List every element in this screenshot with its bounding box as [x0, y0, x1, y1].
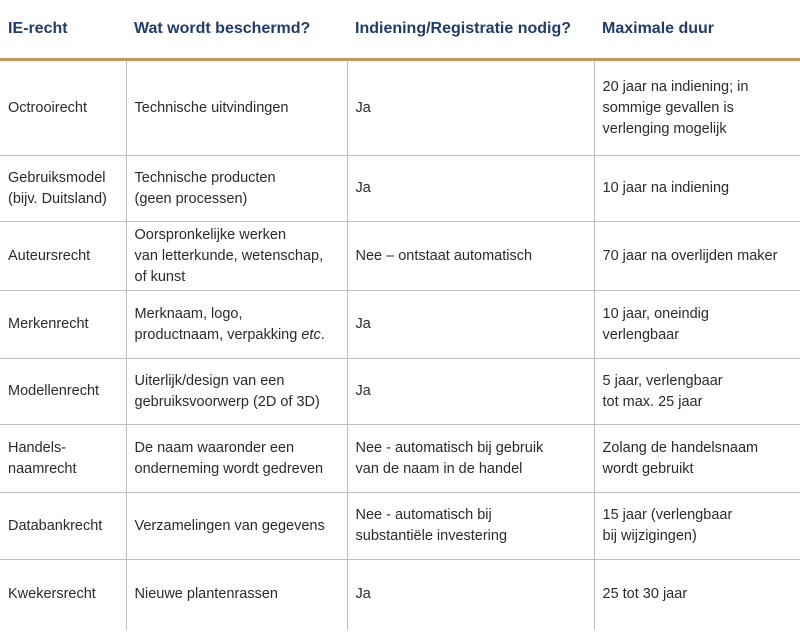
cell-line: Ja: [355, 316, 371, 332]
header-maximale-duur: Maximale duur: [594, 0, 800, 61]
cell-registratie: Ja: [346, 59, 594, 156]
cell-line: Octrooirecht: [8, 99, 87, 116]
cell-duur: 20 jaar na indiening; in sommige gevalle…: [593, 59, 800, 156]
cell-registratie: Ja: [346, 155, 594, 222]
cell-line: Gebruiksmodel: [8, 169, 106, 186]
cell-line: Auteursrecht: [8, 247, 91, 264]
cell-beschermd: Nieuwe plantenrassen: [125, 559, 347, 630]
cell-line: Modellenrecht: [8, 383, 100, 399]
cell-registratie: Ja: [346, 358, 594, 425]
cell-beschermd: Technische producten (geen processen): [125, 155, 347, 222]
cell-line: onderneming wordt gedreven: [134, 460, 324, 477]
table-row: Gebruiksmodel (bijv. Duitsland) Technisc…: [0, 155, 800, 222]
cell-line: Nee – ontstaat automatisch: [355, 247, 533, 264]
cell-line: van de naam in de handel: [355, 460, 523, 477]
cell-line: verlengbaar: [602, 326, 680, 343]
cell-beschermd: Technische uitvindingen: [125, 59, 347, 156]
cell-line: van letterkunde, wetenschap,: [134, 247, 324, 264]
cell-line: Ja: [355, 180, 371, 196]
cell-line: Ja: [355, 99, 371, 116]
cell-line: naamrecht: [8, 460, 77, 477]
cell-registratie: Ja: [346, 559, 594, 630]
cell-duur: Zolang de handelsnaam wordt gebruikt: [593, 424, 800, 493]
cell-line: Merknaam, logo,: [134, 305, 243, 322]
table-row: Kwekersrecht Nieuwe plantenrassen Ja 25 …: [0, 559, 800, 630]
cell-line: 70 jaar na overlijden maker: [602, 247, 778, 264]
cell-line: productnaam, verpakking etc.: [135, 325, 343, 346]
cell-registratie: Nee - automatisch bij gebruik van de naa…: [346, 424, 594, 493]
cell-line: Handels-: [8, 439, 67, 456]
cell-recht: Databankrecht: [0, 492, 126, 560]
cell-registratie: Nee - automatisch bij substantiële inves…: [346, 492, 594, 560]
cell-line: Zolang de handelsnaam: [602, 439, 759, 456]
cell-line: gebruiksvoorwerp (2D of 3D): [134, 393, 320, 410]
cell-duur: 10 jaar, oneindig verlengbaar: [593, 290, 800, 359]
header-wat-beschermd: Wat wordt beschermd?: [126, 0, 347, 61]
header-registratie: Indiening/Registratie nodig?: [347, 0, 594, 61]
cell-line: substantiële investering: [355, 528, 508, 544]
cell-line: Databankrecht: [8, 517, 103, 534]
cell-recht: Octrooirecht: [0, 59, 126, 156]
cell-recht: Kwekersrecht: [0, 560, 126, 630]
cell-line: tot max. 25 jaar: [602, 393, 703, 410]
cell-line: Ja: [355, 586, 371, 603]
cell-beschermd: Oorspronkelijke werken van letterkunde, …: [125, 221, 347, 291]
cell-registratie: Ja: [346, 290, 594, 359]
table-row: Auteursrecht Oorspronkelijke werken van …: [0, 221, 800, 291]
header-row: IE-recht Wat wordt beschermd? Indiening/…: [0, 0, 800, 61]
table-row: Merkenrecht Merknaam, logo, productnaam,…: [0, 290, 800, 359]
cell-registratie: Nee – ontstaat automatisch: [346, 221, 594, 291]
cell-line: Verzamelingen van gegevens: [134, 517, 325, 534]
cell-recht: Merkenrecht: [0, 290, 126, 359]
cell-line: 20 jaar na indiening; in: [602, 78, 749, 95]
cell-recht: Gebruiksmodel (bijv. Duitsland): [0, 155, 126, 222]
cell-line: bij wijzigingen): [602, 528, 697, 544]
cell-text: productnaam, verpakking: [134, 326, 298, 343]
header-ie-recht: IE-recht: [0, 0, 126, 61]
cell-duur: 10 jaar na indiening: [593, 155, 800, 222]
cell-beschermd: Uiterlijk/design van een gebruiksvoorwer…: [125, 358, 347, 425]
cell-line: 25 tot 30 jaar: [602, 586, 688, 603]
cell-line: Merkenrecht: [8, 316, 89, 332]
cell-text-italic: etc: [301, 326, 321, 343]
cell-line: verlenging mogelijk: [602, 120, 727, 137]
cell-line: Uiterlijk/design van een: [134, 372, 285, 389]
cell-beschermd: De naam waaronder een onderneming wordt …: [125, 424, 347, 493]
cell-duur: 70 jaar na overlijden maker: [593, 221, 800, 291]
cell-line: wordt gebruikt: [602, 460, 694, 477]
cell-recht: Modellenrecht: [0, 358, 126, 425]
cell-line: of kunst: [134, 268, 186, 285]
cell-line: Ja: [355, 383, 371, 399]
cell-line: Technische uitvindingen: [134, 99, 289, 116]
cell-beschermd: Merknaam, logo, productnaam, verpakking …: [125, 290, 347, 359]
cell-text: .: [320, 326, 325, 343]
table-row: Modellenrecht Uiterlijk/design van een g…: [0, 358, 800, 425]
cell-duur: 5 jaar, verlengbaar tot max. 25 jaar: [593, 358, 800, 425]
cell-line: 10 jaar na indiening: [602, 180, 730, 196]
cell-recht: Auteursrecht: [0, 221, 126, 291]
cell-line: 10 jaar, oneindig: [602, 305, 709, 322]
cell-line: Nieuwe plantenrassen: [134, 586, 278, 603]
table-row: Octrooirecht Technische uitvindingen Ja …: [0, 59, 800, 156]
cell-line: Kwekersrecht: [8, 586, 96, 603]
cell-line: Oorspronkelijke werken: [134, 226, 287, 243]
cell-line: 15 jaar (verlengbaar: [602, 507, 733, 523]
cell-beschermd: Verzamelingen van gegevens: [125, 492, 347, 560]
table-row: Handels- naamrecht De naam waaronder een…: [0, 424, 800, 493]
cell-duur: 25 tot 30 jaar: [593, 559, 800, 630]
cell-line: (bijv. Duitsland): [8, 190, 107, 207]
cell-line: De naam waaronder een: [134, 439, 295, 456]
cell-line: 5 jaar, verlengbaar: [602, 372, 723, 389]
cell-line: sommige gevallen is: [602, 99, 734, 116]
cell-duur: 15 jaar (verlengbaar bij wijzigingen): [593, 492, 800, 560]
cell-line: Nee - automatisch bij gebruik: [355, 439, 544, 456]
cell-line: Nee - automatisch bij: [355, 507, 492, 523]
cell-recht: Handels- naamrecht: [0, 424, 126, 493]
table-row: Databankrecht Verzamelingen van gegevens…: [0, 492, 800, 560]
cell-line: (geen processen): [134, 190, 248, 207]
cell-line: Technische producten: [134, 169, 276, 186]
